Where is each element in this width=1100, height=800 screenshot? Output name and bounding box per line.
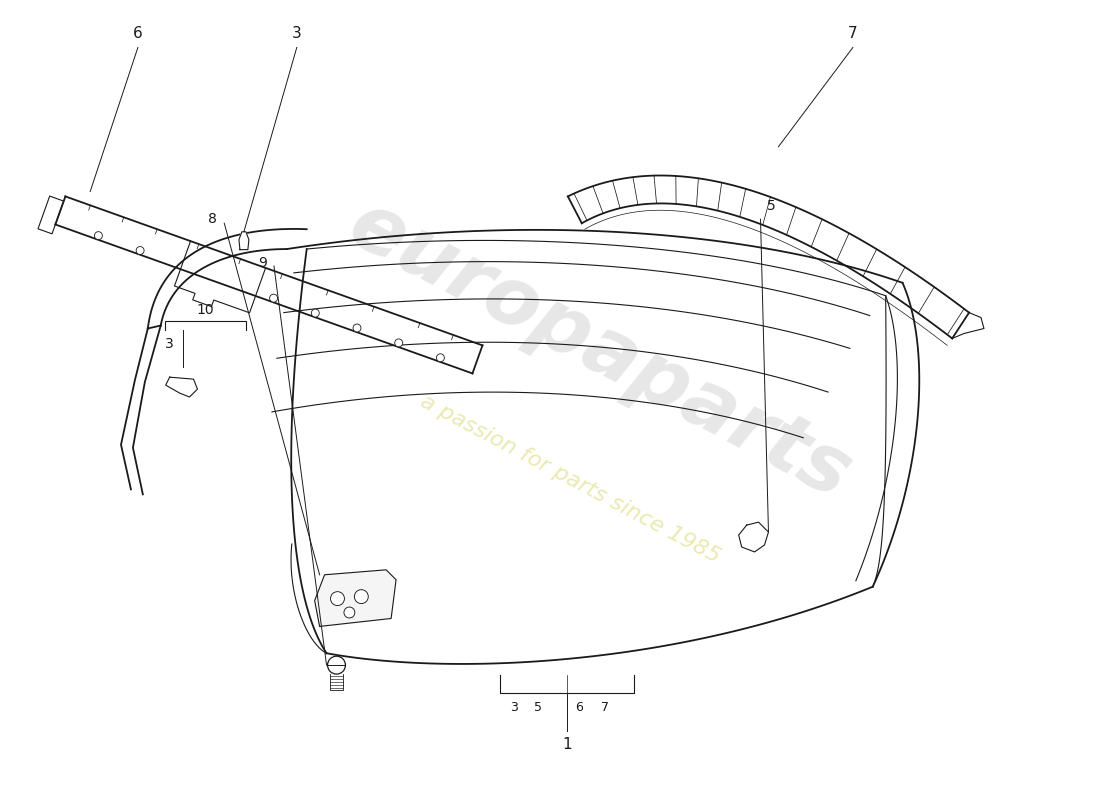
Text: 7: 7 xyxy=(601,701,609,714)
Circle shape xyxy=(353,324,361,332)
Polygon shape xyxy=(739,522,769,552)
Text: europaparts: europaparts xyxy=(336,185,864,515)
Circle shape xyxy=(354,590,368,603)
Text: a passion for parts since 1985: a passion for parts since 1985 xyxy=(417,392,723,567)
Text: 1: 1 xyxy=(562,737,572,752)
Text: 3: 3 xyxy=(510,701,518,714)
Polygon shape xyxy=(166,377,198,397)
Text: 5: 5 xyxy=(535,701,542,714)
Circle shape xyxy=(95,232,102,240)
Text: 5: 5 xyxy=(767,199,775,214)
Circle shape xyxy=(330,592,344,606)
Text: 6: 6 xyxy=(133,26,143,41)
Polygon shape xyxy=(239,232,249,250)
Text: 8: 8 xyxy=(209,212,218,226)
Text: 10: 10 xyxy=(197,302,215,317)
Circle shape xyxy=(136,246,144,254)
Polygon shape xyxy=(315,570,396,626)
Circle shape xyxy=(344,607,355,618)
Text: 3: 3 xyxy=(292,26,301,41)
Text: 3: 3 xyxy=(165,338,174,351)
Circle shape xyxy=(270,294,277,302)
Text: 9: 9 xyxy=(258,256,267,270)
Circle shape xyxy=(311,309,319,317)
Text: 6: 6 xyxy=(575,701,583,714)
Circle shape xyxy=(437,354,444,362)
Text: 7: 7 xyxy=(848,26,858,41)
Circle shape xyxy=(395,339,403,347)
Circle shape xyxy=(328,656,345,674)
